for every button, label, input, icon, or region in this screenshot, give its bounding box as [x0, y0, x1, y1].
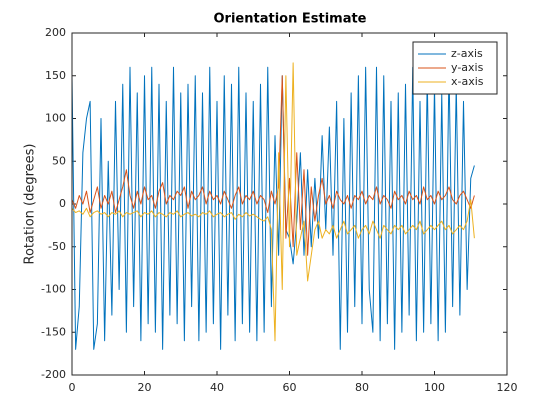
x-tick-label: 120 [497, 381, 518, 394]
x-tick-label: 100 [424, 381, 445, 394]
data-line [71, 75, 475, 256]
axes-box [71, 32, 508, 376]
x-tick-label: 40 [210, 381, 224, 394]
x-tick-label: 60 [283, 381, 297, 394]
x-tick-label: 80 [355, 381, 369, 394]
x-tick-label: 0 [69, 381, 76, 394]
y-tick-label: -100 [41, 283, 66, 296]
y-tick-label: 100 [45, 112, 66, 125]
x-tick-label: 20 [138, 381, 152, 394]
y-tick-label: 50 [52, 154, 66, 167]
y-tick-label: -200 [41, 368, 66, 381]
legend-label: x-axis [451, 75, 484, 88]
legend-label: y-axis [451, 61, 484, 74]
chart-title: Orientation Estimate [214, 12, 367, 27]
legend-label: z-axis [451, 47, 483, 60]
y-axis-label: Rotation (degrees) [23, 144, 38, 265]
data-line [71, 66, 475, 350]
y-tick-label: -50 [48, 240, 66, 253]
y-tick-label: 150 [45, 69, 66, 82]
data-line [71, 62, 475, 342]
y-tick-label: 200 [45, 26, 66, 39]
y-tick-label: -150 [41, 325, 66, 338]
y-tick-label: 0 [59, 197, 66, 210]
